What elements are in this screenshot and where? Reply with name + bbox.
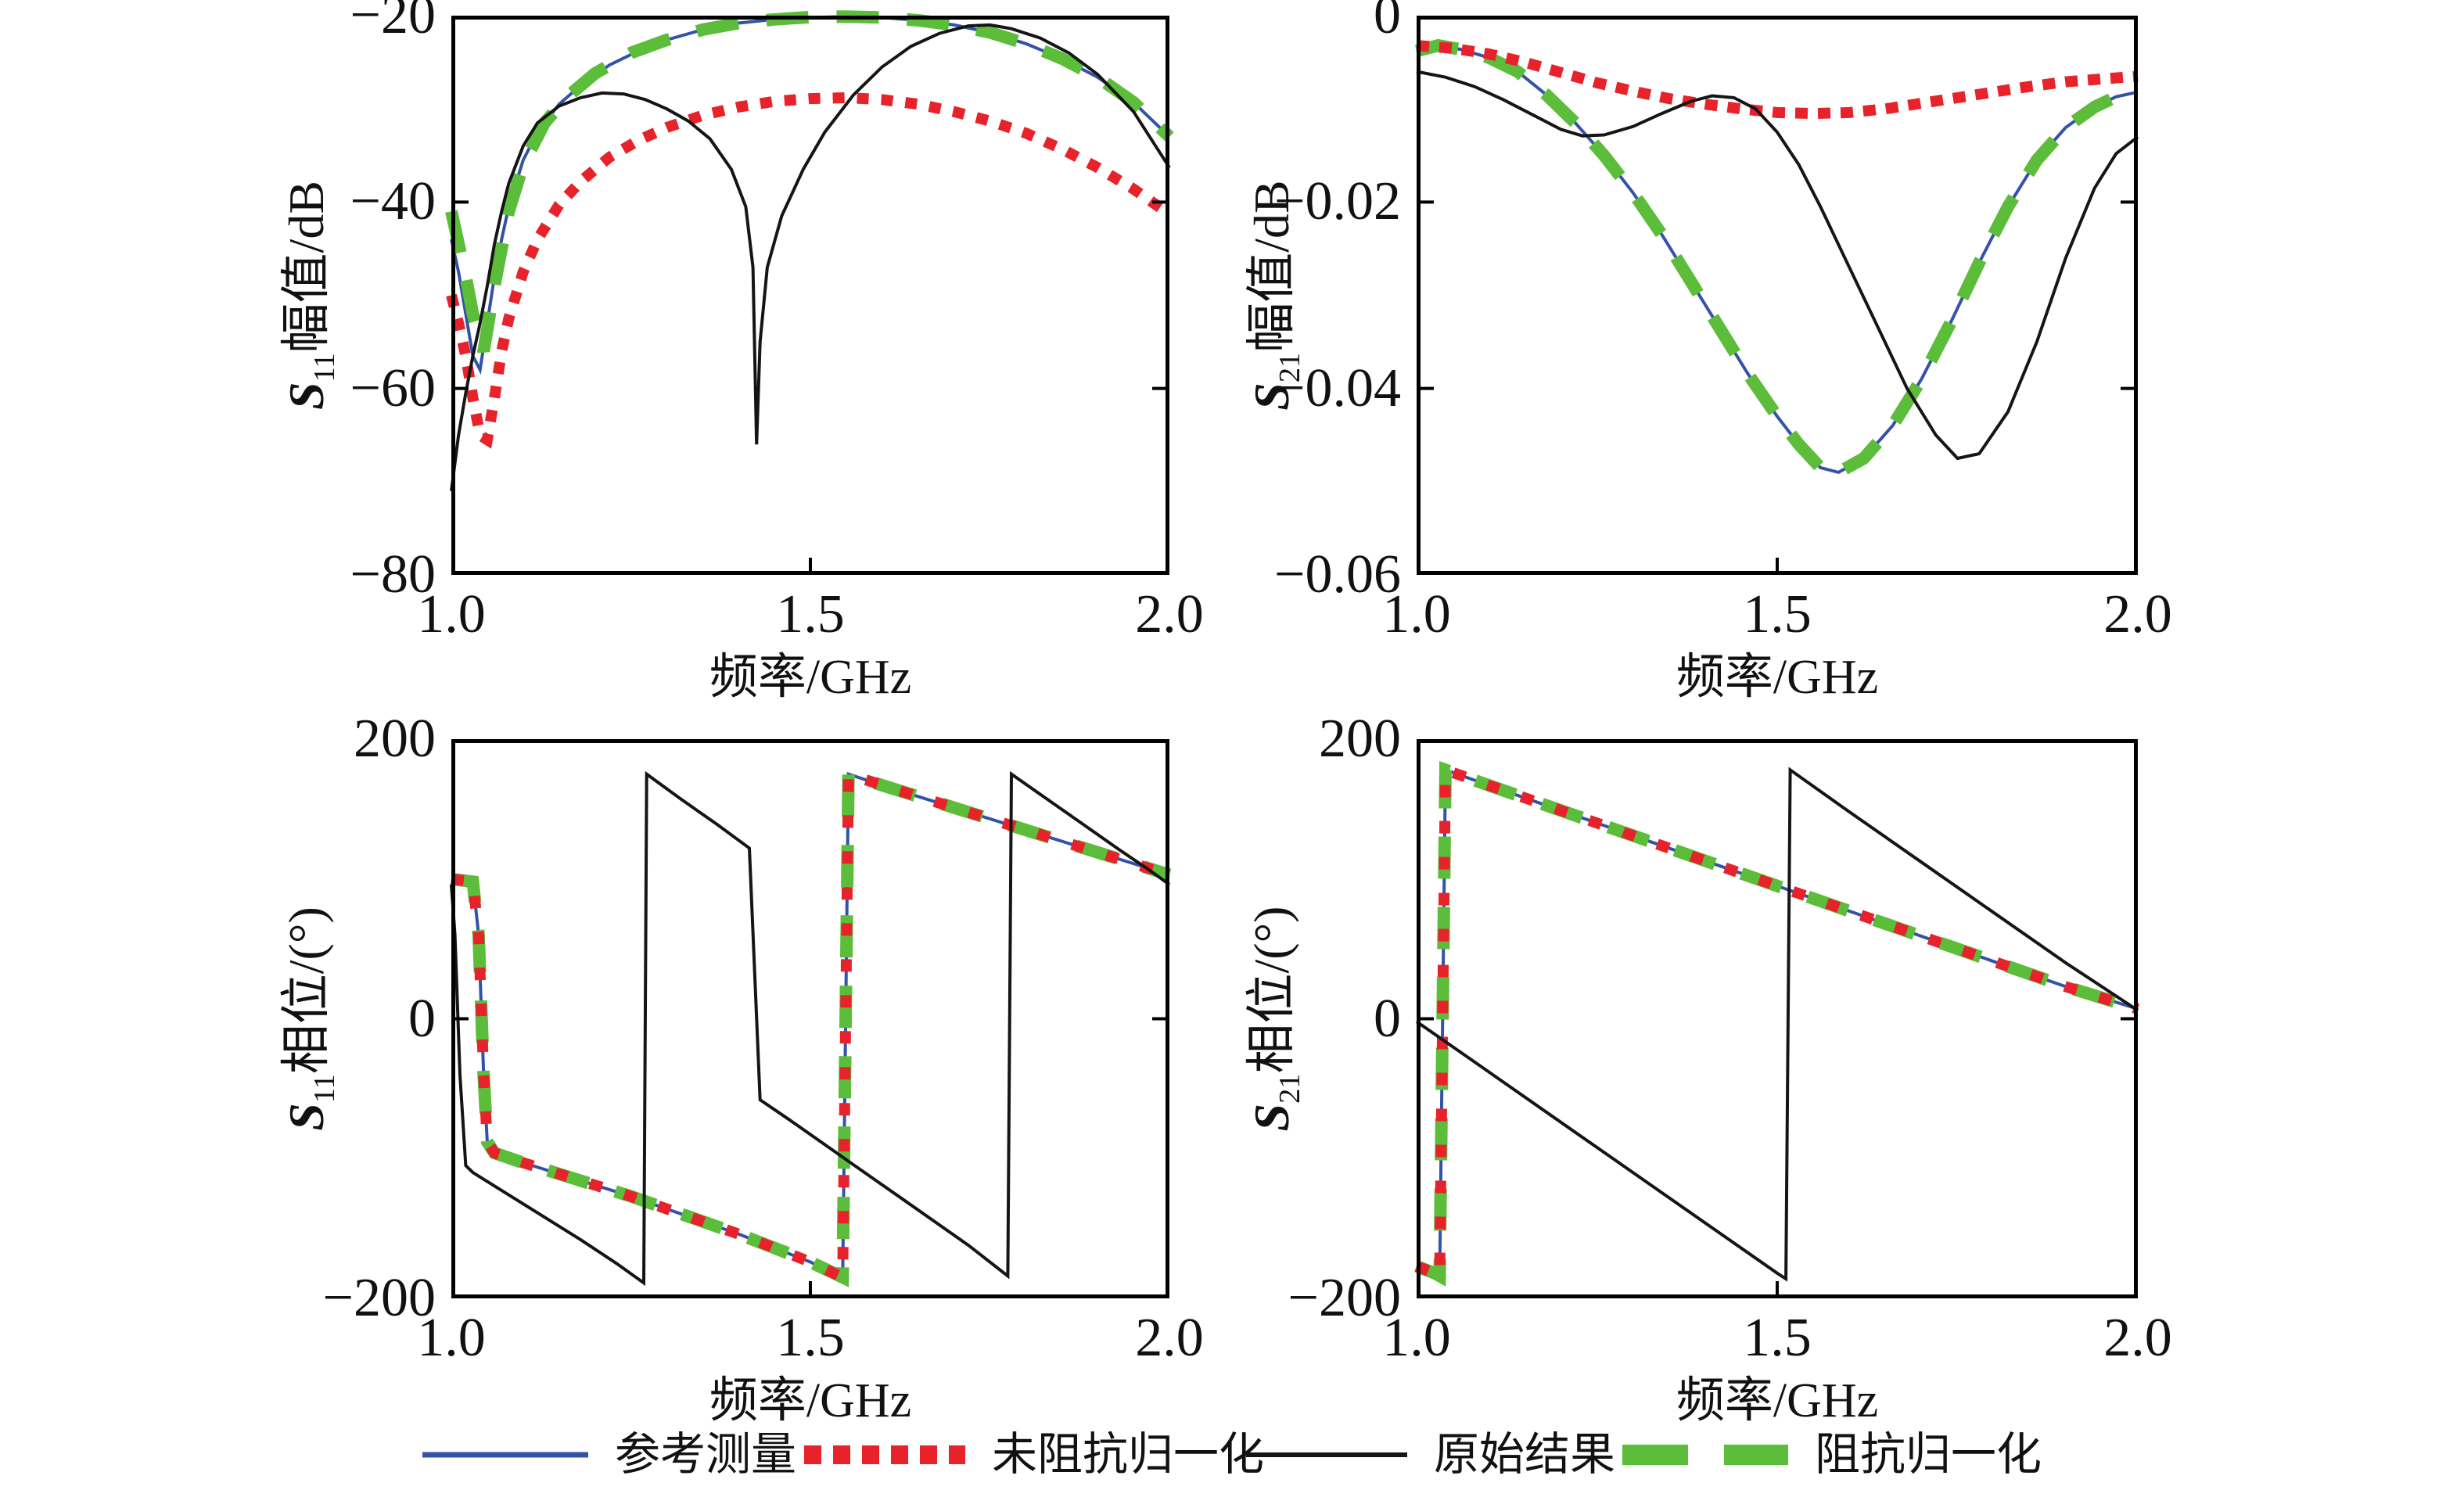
y-tick-label: −40 xyxy=(350,171,436,232)
s21-magnitude-plot xyxy=(1414,16,2139,575)
plot-frame xyxy=(1417,16,2138,575)
legend-item-original: 原始结果 xyxy=(1246,1424,1615,1486)
series-reference xyxy=(451,771,1170,1280)
y-tick-label: 200 xyxy=(1319,709,1401,769)
y-tick-label: −0.06 xyxy=(1274,544,1401,605)
y-tick-label: 200 xyxy=(354,709,436,769)
x-axis-title: 频率/GHz xyxy=(709,1374,912,1427)
y-tick-label: −0.02 xyxy=(1274,171,1401,232)
s11-magnitude-plot xyxy=(445,10,1174,575)
y-tick-label: 0 xyxy=(408,988,436,1049)
x-tick-label: 1.5 xyxy=(1743,584,1812,644)
series-unnormalized xyxy=(451,767,1172,1287)
x-tick-label: 1.0 xyxy=(1382,584,1451,644)
plot-frame xyxy=(1417,739,2138,1298)
x-axis-title: 频率/GHz xyxy=(1676,1374,1879,1427)
y-axis-title: S11幅值/dB xyxy=(278,180,341,411)
x-tick-label: 1.0 xyxy=(1382,1308,1451,1368)
y-tick-label: 0 xyxy=(1374,0,1401,45)
x-tick-label: 2.0 xyxy=(2103,584,2172,644)
y-tick-label: −60 xyxy=(350,357,436,418)
x-tick-label: 1.5 xyxy=(776,1308,845,1368)
plot-frame xyxy=(451,16,1169,575)
x-axis-title: 频率/GHz xyxy=(1676,651,1879,704)
y-axis-title: S21相位/(°) xyxy=(1244,906,1306,1132)
legend-label: 未阻抗归一化 xyxy=(992,1429,1265,1480)
x-tick-label: 2.0 xyxy=(1135,584,1204,644)
legend: 参考测量 未阻抗归一化 原始结果 阻抗归一化 xyxy=(0,1424,2464,1486)
panel-s21-phase: S21相位/(°) 频率/GHz 200 0 −200 1.0 1.5 2.0 xyxy=(1244,712,2172,1428)
series-normalized xyxy=(1414,761,2140,1287)
s11-phase-plot xyxy=(450,739,1172,1298)
series-unnormalized xyxy=(446,92,1173,449)
panel-s11-phase: S11相位/(°) 频率/GHz 200 0 −200 1.0 1.5 2.0 xyxy=(278,712,1204,1428)
series-original xyxy=(450,23,1171,492)
legend-item-normalized: 阻抗归一化 xyxy=(1622,1424,2042,1486)
legend-label: 参考测量 xyxy=(615,1429,797,1480)
y-tick-label: −200 xyxy=(1288,1268,1401,1328)
series-original xyxy=(1416,70,2139,461)
unnormalized-line-sample-icon xyxy=(804,1445,965,1464)
legend-label: 原始结果 xyxy=(1434,1429,1616,1480)
panel-s11-magnitude: S11幅值/dB 频率/GHz −20 −40 −60 −80 1.0 1.5 2.0 xyxy=(278,0,1204,704)
x-tick-label: 1.0 xyxy=(417,1308,486,1368)
x-tick-label: 2.0 xyxy=(1135,1308,1204,1368)
series-normalized xyxy=(450,765,1172,1287)
series-reference xyxy=(450,15,1171,375)
series-reference xyxy=(1416,767,2139,1279)
series-normalized xyxy=(445,10,1174,354)
series-reference xyxy=(1416,45,2139,475)
y-tick-label: −200 xyxy=(322,1268,436,1328)
x-tick-label: 2.0 xyxy=(2103,1308,2172,1368)
series-unnormalized xyxy=(1416,40,2139,120)
x-tick-label: 1.5 xyxy=(776,584,845,644)
legend-item-unnormalized: 未阻抗归一化 xyxy=(804,1424,1264,1486)
reference-line-sample-icon xyxy=(422,1452,588,1458)
series-original xyxy=(450,770,1171,1287)
series-original xyxy=(1415,767,2139,1282)
s21-phase-plot xyxy=(1414,739,2140,1298)
normalized-line-sample-icon xyxy=(1622,1445,1788,1465)
plot-frame xyxy=(451,739,1169,1298)
y-tick-label: 0 xyxy=(1374,988,1401,1049)
original-line-sample-icon xyxy=(1246,1452,1407,1457)
y-tick-label: −20 xyxy=(350,0,436,45)
panel-s21-magnitude: S21幅值/dB 频率/GHz 0 −0.02 −0.04 −0.06 1.0 1.5 2.… xyxy=(1244,0,2172,704)
y-tick-label: −80 xyxy=(350,544,436,605)
legend-item-reference: 参考测量 xyxy=(422,1424,796,1486)
y-tick-label: −0.04 xyxy=(1274,357,1401,418)
y-axis-title: S21幅值/dB xyxy=(1244,180,1306,411)
y-axis-title: S11相位/(°) xyxy=(278,907,341,1131)
x-axis-title: 频率/GHz xyxy=(709,651,912,704)
series-unnormalized xyxy=(1414,762,2140,1286)
x-tick-label: 1.5 xyxy=(1743,1308,1812,1368)
x-tick-label: 1.0 xyxy=(417,584,486,644)
legend-label: 阻抗归一化 xyxy=(1815,1429,2042,1480)
